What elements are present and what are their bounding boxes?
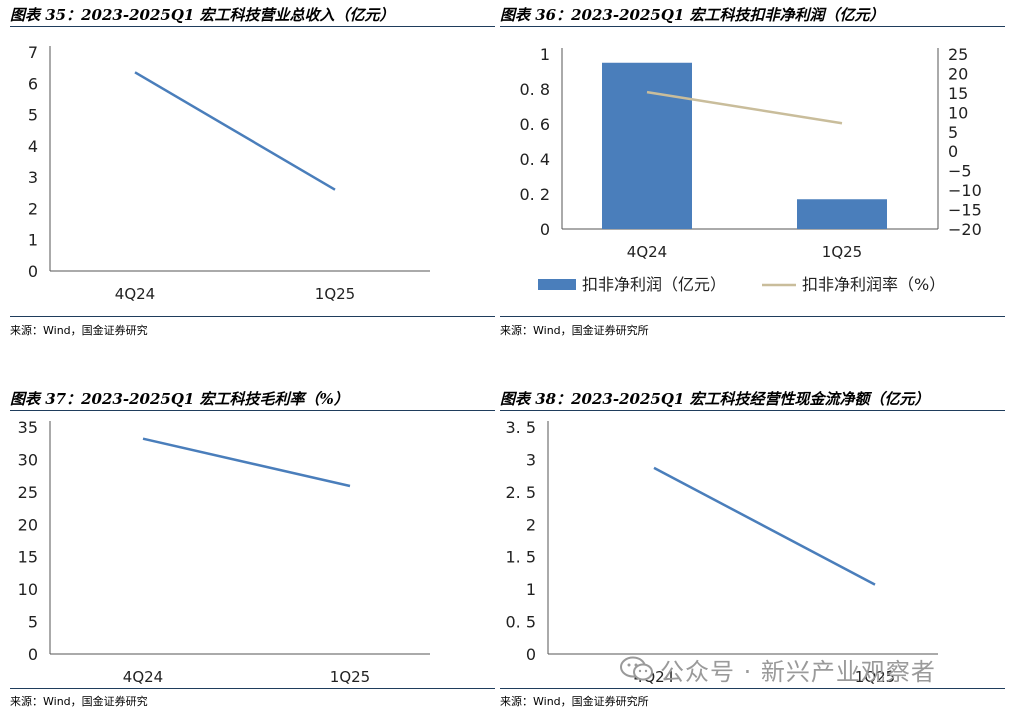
y-tick-label: 2 bbox=[28, 199, 38, 218]
y-tick-label: 0 bbox=[540, 220, 550, 239]
y-tick-label: 0. 8 bbox=[519, 80, 550, 99]
y-tick-label: 7 bbox=[28, 43, 38, 62]
y2-tick-label: 0 bbox=[948, 142, 958, 161]
y-tick-label: 5 bbox=[28, 106, 38, 125]
legend-swatch-bar bbox=[538, 279, 576, 290]
y-tick-label: 3 bbox=[526, 450, 536, 469]
source-rule bbox=[10, 316, 495, 317]
y-tick-label: 0. 5 bbox=[505, 613, 536, 632]
y-tick-label: 2. 5 bbox=[505, 483, 536, 502]
chart-source: 来源：Wind，国金证券研究所 bbox=[500, 695, 649, 708]
y-tick-label: 0. 6 bbox=[519, 115, 550, 134]
x-tick-label: 4Q24 bbox=[123, 668, 163, 686]
series-line bbox=[142, 437, 351, 488]
source-rule bbox=[10, 688, 495, 689]
y-tick-label: 35 bbox=[18, 418, 38, 437]
x-tick-label: 1Q25 bbox=[822, 243, 862, 261]
series-line bbox=[653, 466, 876, 586]
chart-panel-revenue: 图表 35：2023-2025Q1 宏工科技营业总收入（亿元） 0 1 2 3 4 5 6 7… bbox=[10, 0, 495, 345]
y-tick-label: 0 bbox=[28, 262, 38, 281]
y-tick-label: 6 bbox=[28, 74, 38, 93]
y2-tick-label: −10 bbox=[948, 181, 982, 200]
source-rule bbox=[500, 688, 1005, 689]
bar-1Q25 bbox=[797, 199, 887, 229]
y-tick-label: 1. 5 bbox=[505, 548, 536, 567]
y-tick-label: 0. 2 bbox=[519, 185, 550, 204]
chart-source: 来源：Wind，国金证券研究 bbox=[10, 695, 148, 708]
chart-panel-net-profit: 图表 36：2023-2025Q1 宏工科技扣非净利润（亿元） 0 0. 2 0. … bbox=[500, 0, 1005, 345]
legend-label-line: 扣非净利润率（%） bbox=[802, 275, 945, 294]
y2-tick-label: −20 bbox=[948, 220, 982, 239]
x-tick-label: 1Q25 bbox=[330, 668, 370, 686]
y-tick-label: 0 bbox=[526, 645, 536, 664]
y-tick-label: 5 bbox=[28, 613, 38, 632]
chart-title: 图表 37：2023-2025Q1 宏工科技毛利率（%） bbox=[10, 390, 349, 408]
y2-tick-label: 20 bbox=[948, 64, 968, 83]
y-tick-label: 25 bbox=[18, 483, 38, 502]
y2-tick-label: −15 bbox=[948, 201, 982, 220]
watermark-text: 公众号 · 新兴产业观察者 bbox=[660, 658, 936, 686]
y-tick-label: 1 bbox=[526, 580, 536, 599]
chart-title: 图表 36：2023-2025Q1 宏工科技扣非净利润（亿元） bbox=[500, 6, 885, 24]
title-rule bbox=[10, 26, 495, 27]
chart-panel-operating-cashflow: 图表 38：2023-2025Q1 宏工科技经营性现金流净额（亿元） 0 0. 5… bbox=[500, 384, 1005, 711]
legend-label-bar: 扣非净利润（亿元） bbox=[582, 275, 726, 294]
gross-margin-line-chart: 0 5 10 15 20 25 30 35 4Q24 1Q25 bbox=[18, 418, 430, 686]
bar-4Q24 bbox=[602, 62, 692, 229]
y-tick-label: 2 bbox=[526, 515, 536, 534]
chart-source: 来源：Wind，国金证券研究 bbox=[10, 324, 148, 337]
title-rule bbox=[500, 26, 1005, 27]
y-tick-label: 20 bbox=[18, 515, 38, 534]
chart-title: 图表 38：2023-2025Q1 宏工科技经营性现金流净额（亿元） bbox=[500, 390, 930, 408]
y-tick-label: 1 bbox=[540, 45, 550, 64]
series-line-margin bbox=[646, 90, 843, 125]
title-rule bbox=[500, 410, 1005, 411]
source-rule bbox=[500, 316, 1005, 317]
y-tick-label: 0. 4 bbox=[519, 150, 550, 169]
x-tick-label: 1Q25 bbox=[315, 285, 355, 303]
y-tick-label: 15 bbox=[18, 548, 38, 567]
chart-panel-gross-margin: 图表 37：2023-2025Q1 宏工科技毛利率（%） 0 5 10 15 20 25 3… bbox=[10, 384, 495, 711]
y2-tick-label: 10 bbox=[948, 103, 968, 122]
y-tick-label: 30 bbox=[18, 450, 38, 469]
wechat-icon bbox=[620, 656, 653, 681]
y-tick-label: 1 bbox=[28, 231, 38, 250]
title-rule bbox=[10, 410, 495, 411]
chart-title: 图表 35：2023-2025Q1 宏工科技营业总收入（亿元） bbox=[10, 6, 395, 24]
revenue-line-chart: 0 1 2 3 4 5 6 7 4Q24 1Q25 bbox=[28, 43, 430, 303]
x-tick-label: 1Q25 bbox=[855, 668, 895, 686]
y2-tick-label: 15 bbox=[948, 84, 968, 103]
y-tick-label: 10 bbox=[18, 580, 38, 599]
x-tick-label: 4Q24 bbox=[627, 243, 667, 261]
y2-tick-label: 5 bbox=[948, 123, 958, 142]
series-line bbox=[134, 71, 336, 191]
y-tick-label: 3. 5 bbox=[505, 418, 536, 437]
y2-tick-label: −5 bbox=[948, 162, 972, 181]
y2-tick-label: 25 bbox=[948, 45, 968, 64]
y-tick-label: 3 bbox=[28, 168, 38, 187]
x-tick-label: 4Q24 bbox=[115, 285, 155, 303]
y-tick-label: 4 bbox=[28, 137, 38, 156]
chart-source: 来源：Wind，国金证券研究所 bbox=[500, 324, 649, 337]
y-tick-label: 0 bbox=[28, 645, 38, 664]
